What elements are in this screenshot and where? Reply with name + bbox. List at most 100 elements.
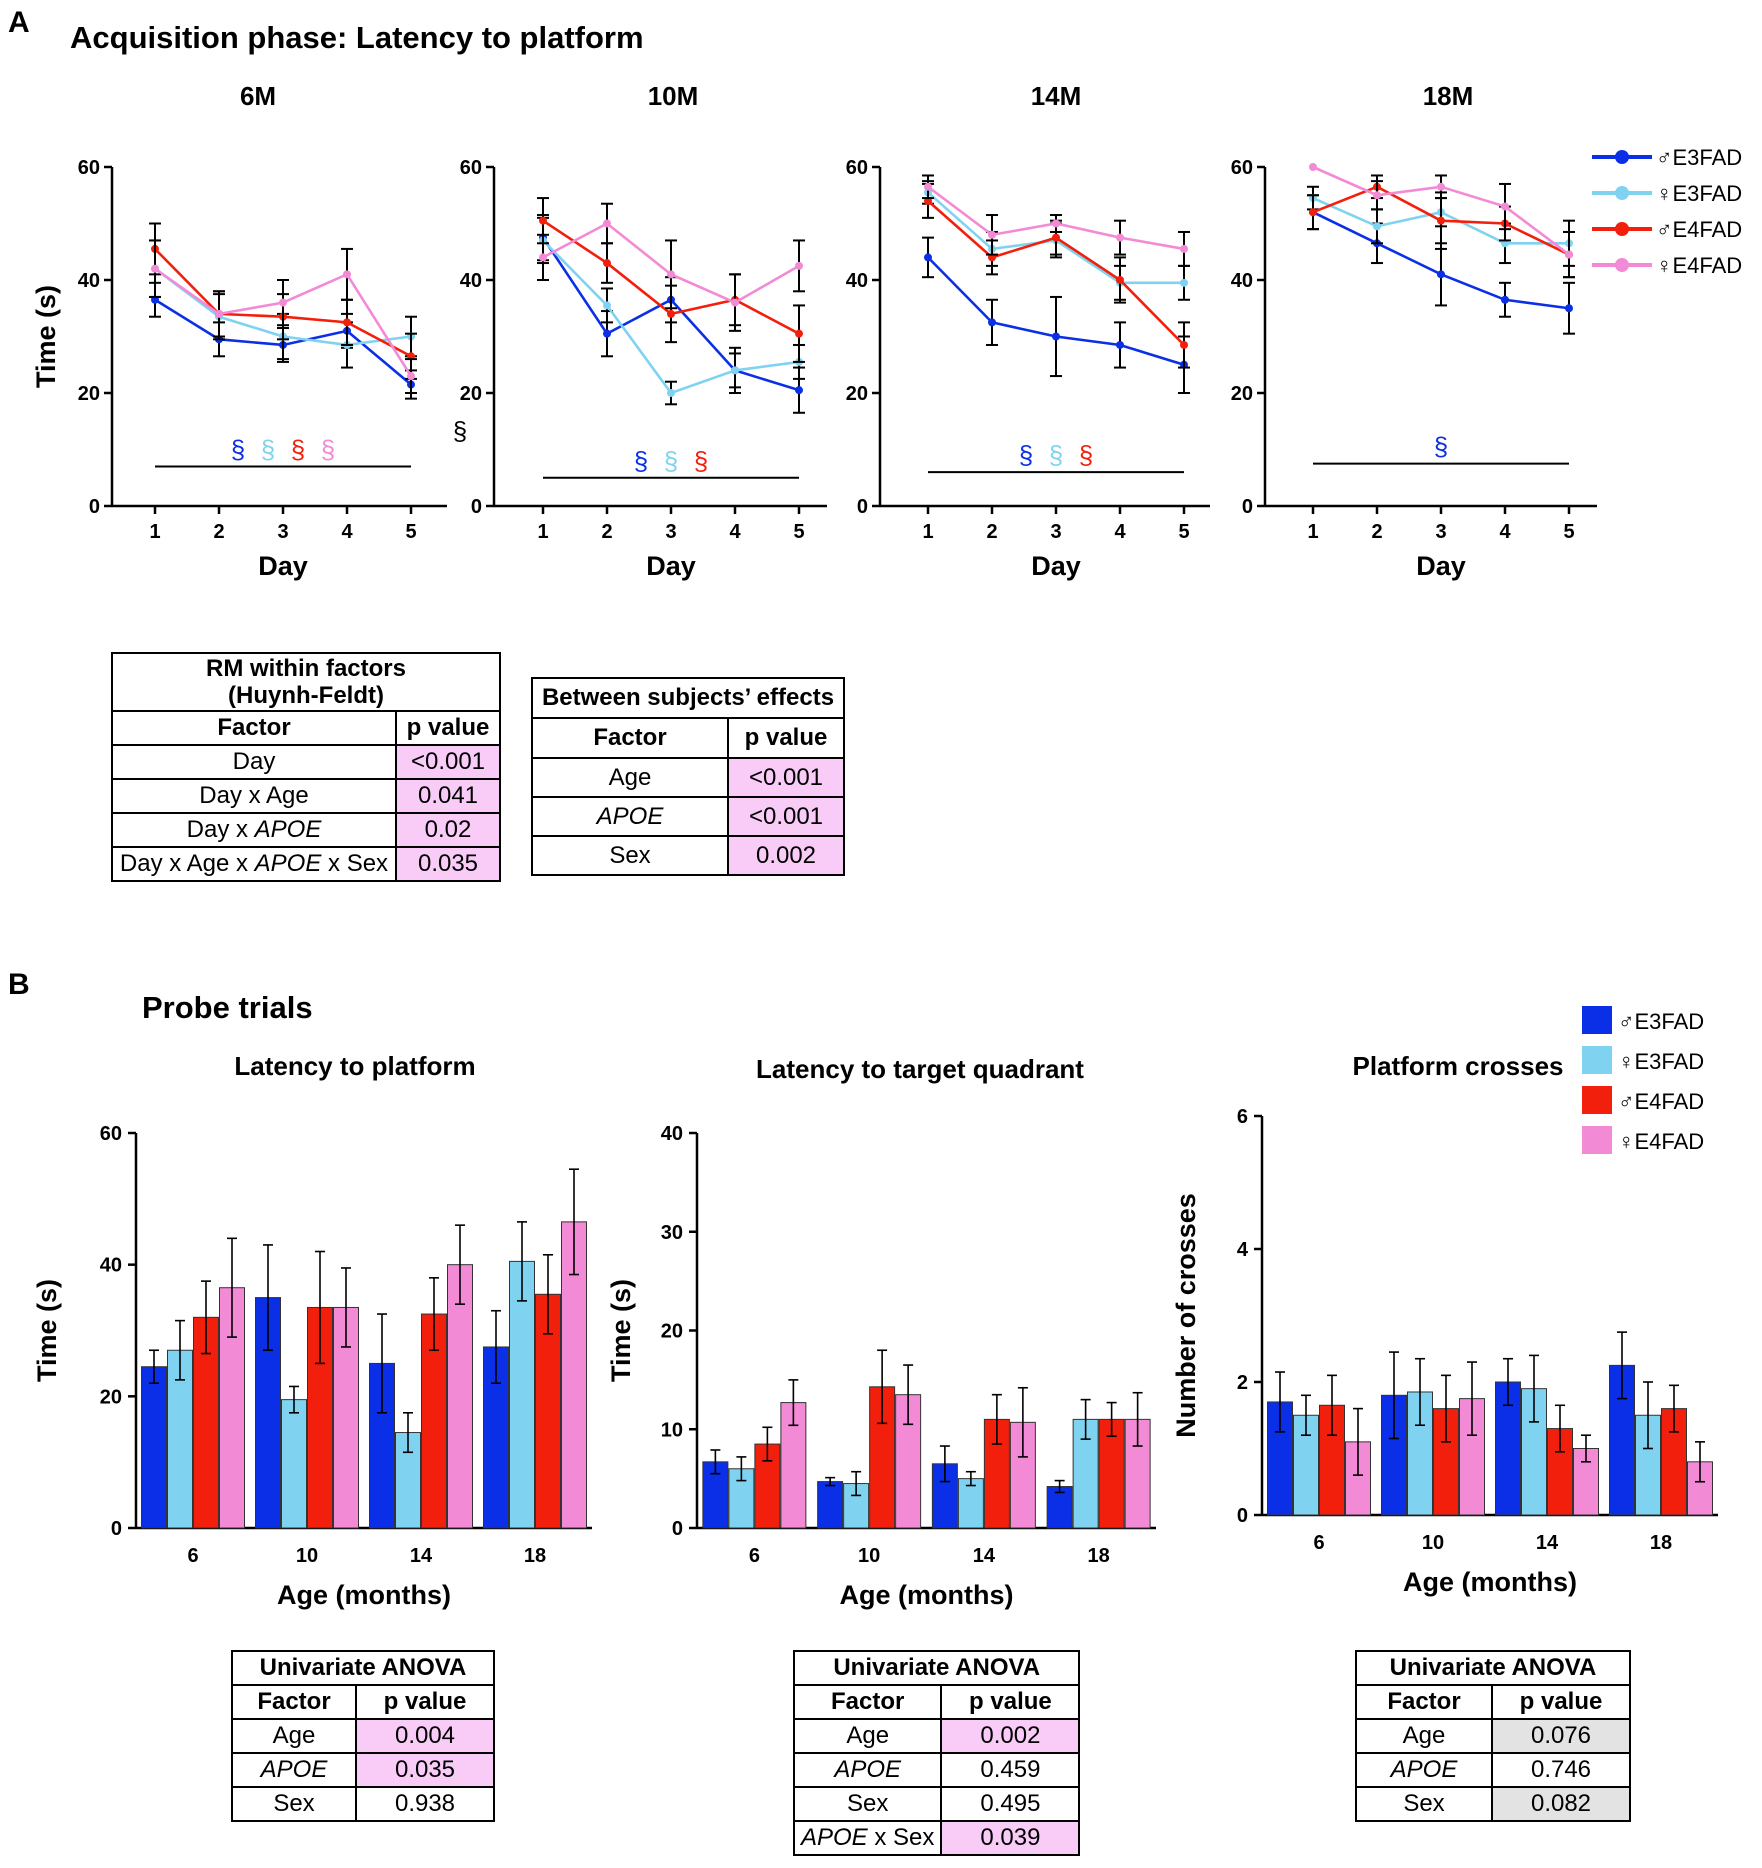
table-title: RM within factors (Huynh-Feldt) [111, 652, 501, 712]
data-point [667, 389, 675, 397]
data-point [1116, 233, 1124, 242]
data-point [1180, 340, 1188, 349]
y-tick-label: 4 [1237, 1239, 1249, 1261]
p-value-cell: 0.035 [355, 1752, 495, 1788]
y-axis-label: Time (s) [32, 1279, 62, 1382]
y-tick-label: 30 [661, 1222, 683, 1244]
bar-group-10: 10 [255, 1244, 359, 1567]
data-point [988, 318, 996, 327]
significance-mark: § [1434, 432, 1448, 462]
legend-swatch [1582, 1046, 1612, 1074]
factor-italic-text: APOE [254, 850, 322, 877]
significance-mark: § [261, 434, 275, 464]
legend-marker [1615, 150, 1629, 164]
x-tick-label: 2 [601, 521, 612, 543]
bar [817, 1481, 844, 1529]
significance-mark: § [1049, 440, 1063, 470]
series-♀E4FAD [537, 202, 805, 332]
panel-letter-b: B [8, 968, 30, 1001]
data-point [1501, 295, 1509, 304]
factor-cell: Day x APOE [111, 812, 397, 848]
bar-group-18: 18 [483, 1168, 587, 1567]
y-tick-label: 0 [857, 496, 868, 518]
significance-mark: § [321, 434, 335, 464]
bar [447, 1264, 473, 1529]
x-axis-label: Age (months) [277, 1580, 451, 1610]
x-tick-label: 1 [1307, 521, 1318, 543]
p-value-cell: 0.002 [727, 835, 845, 876]
y-tick-label: 0 [672, 1518, 683, 1540]
y-tick-label: 60 [846, 157, 868, 179]
factor-text: Day [232, 748, 276, 775]
line-chart-14M: 14M 0 20 40 60 1 2 3 4 5 Day § § § [846, 81, 1210, 581]
y-tick-label: 40 [1231, 270, 1253, 292]
x-tick-label: 2 [1371, 521, 1382, 543]
p-value-cell: <0.001 [727, 796, 845, 837]
factor-cell: Day [111, 744, 397, 780]
significance-mark: § [664, 446, 678, 476]
x-tick-label: 4 [1499, 521, 1511, 543]
data-point [1052, 219, 1060, 228]
y-tick-label: 60 [100, 1123, 122, 1145]
acquisition-title: Acquisition phase: Latency to platform [70, 20, 644, 55]
data-point [924, 182, 932, 191]
legend-label: ♂E4FAD [1618, 1089, 1704, 1114]
y-axis-label: Time (s) [606, 1279, 636, 1382]
p-value-cell: 0.938 [355, 1786, 495, 1822]
anova-platform-crosses-table: Univariate ANOVA Factor p value Age 0.076 … [1355, 1650, 1631, 1822]
y-tick-label: 40 [78, 270, 100, 292]
bar-group-18: 18 [1046, 1391, 1151, 1567]
data-point [1180, 278, 1188, 287]
series-♂E3FAD [922, 236, 1190, 394]
y-tick-label: 40 [460, 270, 482, 292]
bar [1046, 1486, 1073, 1529]
x-tick-label: 14 [973, 1545, 996, 1567]
p-value-cell: <0.001 [727, 757, 845, 798]
factor-cell: Day x Age x APOE x Sex [111, 846, 397, 882]
legend-marker [1615, 222, 1629, 236]
y-tick-label: 0 [471, 496, 482, 518]
factor-cell: Sex [792, 1786, 943, 1822]
legend-label: ♀E4FAD [1618, 1129, 1704, 1154]
table-row: Day x Age x APOE x Sex 0.035 [111, 846, 501, 882]
y-tick-label: 20 [100, 1386, 122, 1408]
data-point [151, 264, 159, 273]
y-tick-label: 20 [460, 383, 482, 405]
y-tick-label: 20 [846, 383, 868, 405]
data-point [1501, 202, 1509, 211]
table-header-p: p value [395, 710, 501, 746]
factor-cell: APOE [531, 796, 729, 837]
between-subjects-table: Between subjects’ effects Factor p value … [531, 677, 845, 876]
bar [957, 1478, 984, 1529]
data-point [924, 253, 932, 262]
data-point [343, 318, 351, 327]
factor-cell: Sex [231, 1786, 357, 1822]
bar [141, 1366, 167, 1529]
table-title: Between subjects’ effects [531, 677, 845, 719]
x-tick-label: 2 [213, 521, 224, 543]
data-point [795, 329, 803, 338]
bar [509, 1260, 535, 1529]
factor-cell: Age [792, 1718, 943, 1754]
bar-group-14: 14 [369, 1224, 473, 1567]
p-value-cell: 0.746 [1491, 1752, 1631, 1788]
x-axis-label: Age (months) [1403, 1567, 1577, 1597]
legend-label: ♂E4FAD [1656, 217, 1742, 242]
factor-cell: APOE [1355, 1752, 1493, 1788]
y-tick-label: 6 [1237, 1106, 1248, 1128]
x-tick-label: 6 [749, 1545, 760, 1567]
table-header-factor: Factor [111, 710, 397, 746]
data-point [1180, 244, 1188, 253]
factor-cell: Age [531, 757, 729, 798]
x-tick-label: 3 [665, 521, 676, 543]
table-row: Age 0.076 [1355, 1718, 1631, 1754]
anova-latency-platform-table: Univariate ANOVA Factor p value Age 0.004 … [231, 1650, 495, 1822]
legend-marker [1615, 258, 1629, 272]
table-header-p: p value [1491, 1684, 1631, 1720]
p-value-cell: 0.495 [940, 1786, 1081, 1822]
table-row: Day x APOE 0.02 [111, 812, 501, 848]
series-♀E4FAD [149, 239, 417, 394]
bar-group-10: 10 [1381, 1351, 1485, 1554]
data-point [795, 261, 803, 270]
legend-marker [1615, 186, 1629, 200]
